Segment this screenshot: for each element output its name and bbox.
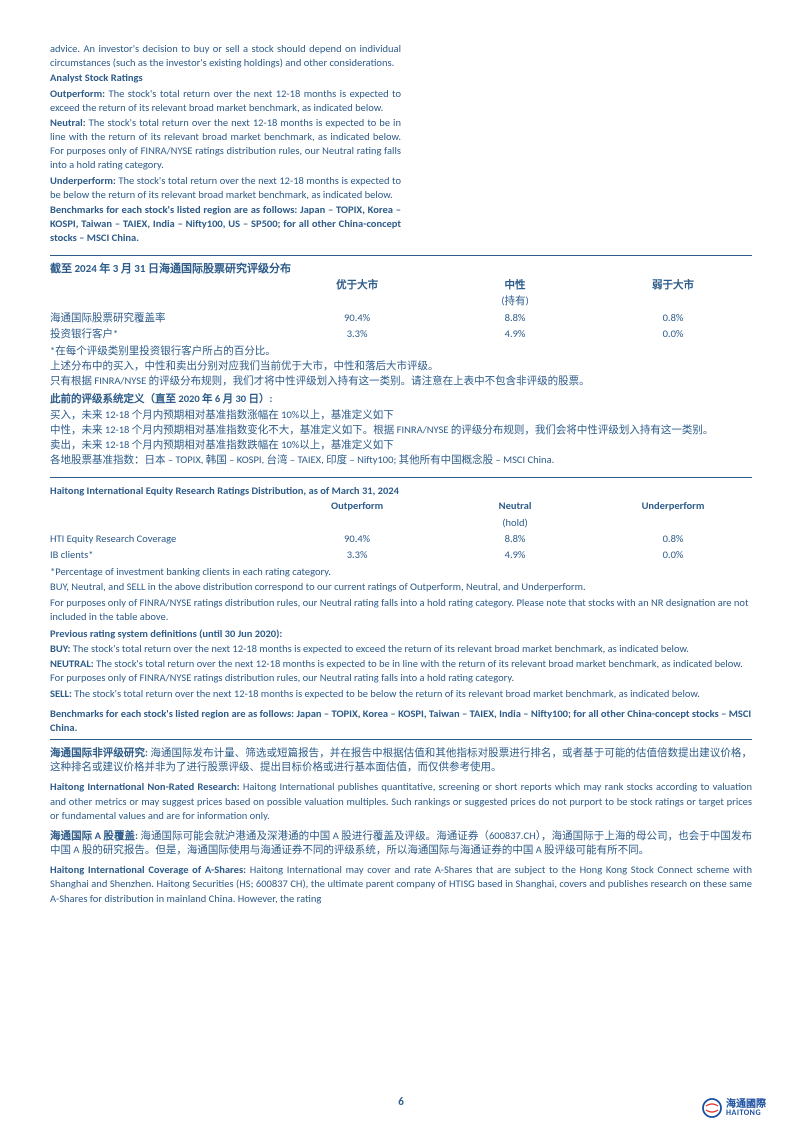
en-ratings-table: Outperform Neutral Underperform (hold) H… — [50, 498, 752, 563]
table-row: HTI Equity Research Coverage 90.4% 8.8% … — [50, 531, 752, 547]
divider — [50, 739, 752, 740]
heading-analyst-ratings: Analyst Stock Ratings — [50, 71, 401, 85]
en-table-notes: *Percentage of investment banking client… — [50, 565, 752, 624]
rating-underperform-label: Underperform: — [50, 174, 116, 187]
cn-table-title: 截至 2024 年 3 月 31 日海通国际股票研究评级分布 — [50, 262, 752, 277]
rating-underperform: Underperform: The stock's total return o… — [50, 174, 401, 202]
haitong-logo-icon — [702, 1098, 722, 1118]
divider — [50, 255, 752, 256]
en-prev-ratings: Previous rating system definitions (unti… — [50, 627, 752, 735]
ashares-cn: 海通国际 A 股覆盖: 海通国际可能会就沪港通及深港通的中国 A 股进行覆盖及评… — [50, 829, 752, 857]
cn-ratings-section: 截至 2024 年 3 月 31 日海通国际股票研究评级分布 优于大市 中性 弱… — [50, 262, 752, 467]
cn-prev-ratings: 此前的评级系统定义（直至 2020 年 6 月 30 日）: 买入，未来 12-… — [50, 392, 752, 467]
ashares-en: Haitong International Coverage of A-Shar… — [50, 863, 752, 906]
rating-outperform-label: Outperform: — [50, 87, 105, 100]
rating-neutral: Neutral: The stock's total return over t… — [50, 116, 401, 173]
table-row: 海通国际股票研究覆盖率 90.4% 8.8% 0.8% — [50, 310, 752, 326]
haitong-logo: 海通國際 HAITONG — [702, 1098, 766, 1118]
table-subheader-row: (持有) — [50, 293, 752, 309]
nonrated-en: Haitong International Non-Rated Research… — [50, 780, 752, 823]
rating-neutral-label: Neutral: — [50, 116, 86, 129]
intro-column: advice. An investor's decision to buy or… — [50, 42, 401, 245]
table-row: IB clients* 3.3% 4.9% 0.0% — [50, 547, 752, 563]
table-header-row: 优于大市 中性 弱于大市 — [50, 277, 752, 293]
cn-ratings-table: 优于大市 中性 弱于大市 (持有) 海通国际股票研究覆盖率 90.4% 8.8%… — [50, 277, 752, 342]
divider — [50, 477, 752, 478]
benchmark-text: Benchmarks for each stock's listed regio… — [50, 203, 401, 246]
cn-table-notes: *在每个评级类别里投资银行客户所占的百分比。 上述分布中的买入，中性和卖出分别对… — [50, 344, 752, 389]
en-ratings-section: Haitong International Equity Research Ra… — [50, 484, 752, 735]
rating-outperform: Outperform: The stock's total return ove… — [50, 87, 401, 115]
intro-advice: advice. An investor's decision to buy or… — [50, 42, 401, 70]
table-header-row: Outperform Neutral Underperform — [50, 498, 752, 514]
page-number: 6 — [0, 1095, 802, 1110]
nonrated-cn: 海通国际非评级研究: 海通国际发布计量、筛选或短篇报告，并在报告中根据估值和其他… — [50, 746, 752, 774]
logo-text: 海通國際 HAITONG — [726, 1099, 766, 1118]
table-subheader-row: (hold) — [50, 515, 752, 531]
table-row: 投资银行客户* 3.3% 4.9% 0.0% — [50, 326, 752, 342]
en-table-title: Haitong International Equity Research Ra… — [50, 484, 752, 498]
